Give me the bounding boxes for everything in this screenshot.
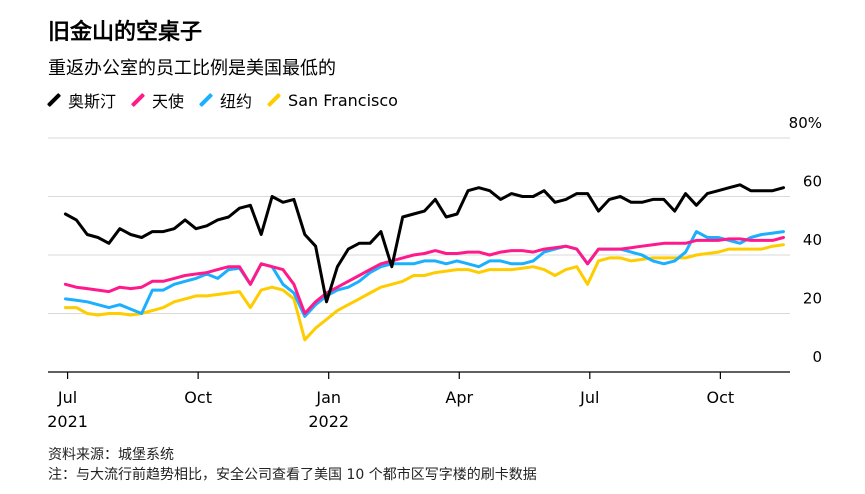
chart-subtitle: 重返办公室的员工比例是美国最低的 — [48, 58, 336, 79]
x-tick-year-label: 2021 — [47, 412, 88, 431]
legend-label-ny: 纽约 — [220, 92, 253, 111]
legend-item-ny: 纽约 — [198, 88, 252, 112]
legend-label-la: 天使 — [152, 92, 185, 111]
y-tick-label: 20 — [803, 290, 822, 308]
y-tick-label: 40 — [803, 231, 822, 249]
legend-label-sf: San Francisco — [288, 90, 398, 110]
x-tick-label: Oct — [184, 388, 212, 407]
series-line-3 — [63, 243, 785, 342]
y-tick-label: 80% — [789, 114, 822, 132]
legend-item-austin: 奥斯汀 — [46, 88, 116, 112]
chart-title: 旧金山的空桌子 — [48, 20, 203, 45]
legend-item-sf: San Francisco — [266, 91, 398, 110]
legend: 奥斯汀 天使 纽约 San Francisco — [46, 88, 398, 112]
x-tick-label: Jul — [57, 388, 77, 407]
x-tick-label: Oct — [707, 388, 735, 407]
x-tick-label: Jul — [579, 388, 599, 407]
series-line-0 — [63, 183, 785, 304]
x-tick-label: Jan — [315, 388, 341, 407]
y-tick-label: 60 — [803, 173, 822, 191]
legend-item-la: 天使 — [130, 88, 184, 112]
legend-label-austin: 奥斯汀 — [68, 92, 117, 111]
series-line-2 — [63, 230, 785, 318]
footnote: 注：与大流行前趋势相比，安全公司查看了美国 10 个都市区写字楼的刷卡数据 — [48, 467, 537, 483]
x-tick-label: Apr — [445, 388, 473, 407]
x-tick-year-label: 2022 — [308, 412, 349, 431]
source-note: 资料来源：城堡系统 — [48, 447, 174, 463]
series-line-1 — [63, 236, 785, 315]
y-tick-label: 0 — [812, 348, 822, 366]
